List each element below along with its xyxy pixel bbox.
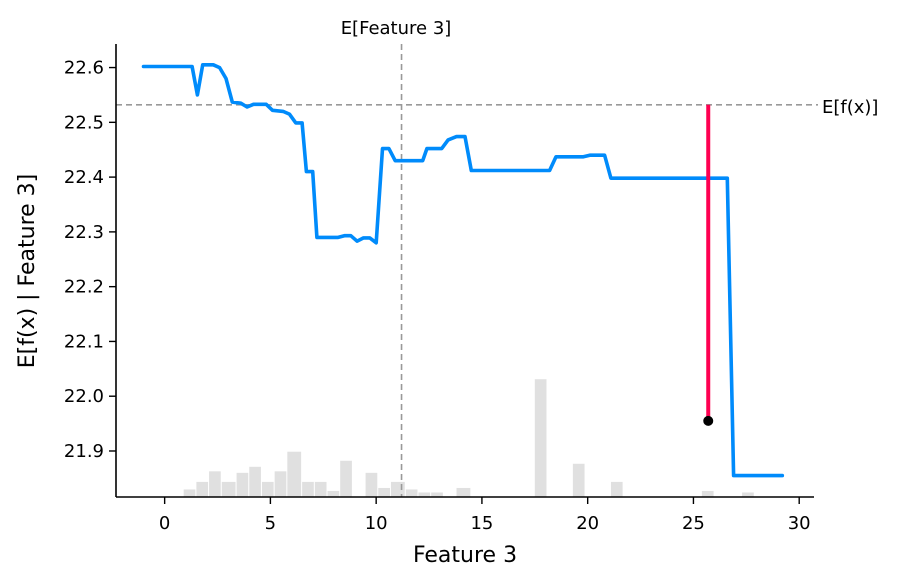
histogram-bar-14 xyxy=(378,487,390,497)
histogram-bar-8 xyxy=(287,451,302,497)
x-tick-label: 20 xyxy=(576,513,599,534)
histogram-bar-24 xyxy=(742,492,754,497)
histogram-bar-13 xyxy=(365,472,378,497)
x-tick-label: 0 xyxy=(159,513,170,534)
histogram-bar-15 xyxy=(390,481,405,497)
y-tick-label: 21.9 xyxy=(64,441,104,462)
histogram-bar-23 xyxy=(701,490,714,497)
histogram-bar-9 xyxy=(302,481,314,497)
histogram-bar-6 xyxy=(261,481,274,497)
histogram-bar-16 xyxy=(405,489,418,497)
axes: 0 5 10 15 20 25 30 21.9 22.0 22.1 22.2 22.3 22.4 22.5… xyxy=(64,44,814,534)
y-tick-label: 22.4 xyxy=(64,167,104,188)
histogram-bar-12 xyxy=(340,460,352,497)
histogram-bar-1 xyxy=(196,481,209,497)
x-tick-label: 10 xyxy=(365,513,388,534)
histogram-bar-0 xyxy=(183,489,196,497)
expected-feature-label: E[Feature 3] xyxy=(341,18,452,39)
histogram-bar-21 xyxy=(572,463,585,497)
histogram-bar-5 xyxy=(249,466,261,497)
y-tick-label: 22.5 xyxy=(64,112,104,133)
histogram-bar-7 xyxy=(274,471,287,497)
x-tick-label: 30 xyxy=(788,513,811,534)
expected-output-label: E[f(x)] xyxy=(822,97,878,118)
x-tick-label: 25 xyxy=(682,513,705,534)
y-tick-label: 22.1 xyxy=(64,331,104,352)
y-tick-label: 22.0 xyxy=(64,386,104,407)
series-layer xyxy=(141,63,785,478)
histogram-bar-22 xyxy=(610,481,623,497)
y-tick-label: 22.3 xyxy=(64,222,104,243)
histogram-bar-17 xyxy=(418,492,431,497)
y-tick-label: 22.6 xyxy=(64,58,104,79)
reference-lines xyxy=(116,44,818,497)
y-axis-title: E[f(x) | Feature 3] xyxy=(15,174,40,369)
histogram-bar-20 xyxy=(534,379,547,497)
x-tick-label: 15 xyxy=(470,513,493,534)
histogram-bar-10 xyxy=(314,481,327,497)
histogram xyxy=(183,379,754,497)
x-axis-title: Feature 3 xyxy=(413,543,517,568)
histogram-bar-2 xyxy=(209,471,221,497)
x-tick-label: 5 xyxy=(265,513,276,534)
histogram-bar-11 xyxy=(327,490,340,497)
histogram-bar-3 xyxy=(221,481,236,497)
instance-point xyxy=(703,415,714,426)
y-tick-label: 22.2 xyxy=(64,277,104,298)
histogram-bar-18 xyxy=(431,492,443,497)
histogram-bar-19 xyxy=(456,487,471,497)
series-line-0 xyxy=(141,63,785,478)
histogram-bar-4 xyxy=(236,472,249,497)
